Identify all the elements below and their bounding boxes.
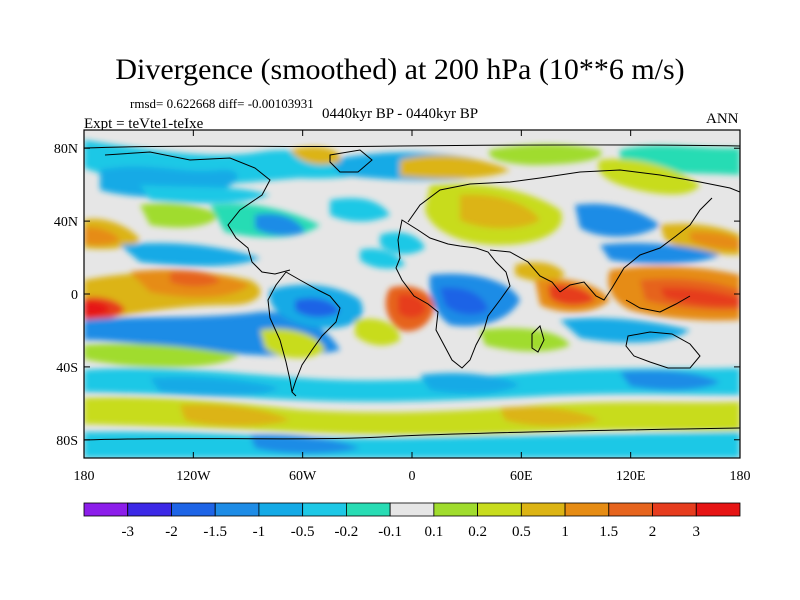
colorbar-label: -1.5 bbox=[203, 524, 227, 540]
colorbar-label: 2 bbox=[649, 524, 657, 540]
colorbar-swatch bbox=[652, 502, 697, 517]
lon-tick-label: 180 bbox=[74, 469, 95, 484]
colorbar-label: 0.5 bbox=[512, 524, 531, 540]
lon-tick-label: 0 bbox=[409, 469, 416, 484]
experiment-label: Expt = teVte1-teIxe bbox=[84, 116, 204, 132]
colorbar-swatch bbox=[345, 502, 391, 517]
lon-tick-label: 60W bbox=[289, 469, 317, 484]
colorbar-swatch bbox=[520, 502, 566, 517]
colorbar-label: -3 bbox=[121, 524, 134, 540]
lon-tick-label: 180 bbox=[730, 469, 751, 484]
colorbar-label: 0.1 bbox=[424, 524, 443, 540]
latitude-axis: 80N 40N 0 40S 80S bbox=[54, 142, 740, 449]
colorbar-label: -0.2 bbox=[335, 524, 359, 540]
colorbar-swatch bbox=[171, 502, 216, 517]
colorbar-swatch bbox=[433, 502, 479, 517]
lat-tick-label: 80N bbox=[54, 142, 78, 157]
lat-tick-label: 40N bbox=[54, 215, 78, 230]
lon-tick-label: 120W bbox=[176, 469, 211, 484]
colorbar-swatch bbox=[83, 502, 129, 517]
colorbar-label: 0.2 bbox=[468, 524, 487, 540]
map-title: Divergence (smoothed) at 200 hPa (10**6 … bbox=[115, 53, 685, 86]
colorbar-swatch bbox=[258, 502, 304, 517]
lon-tick-label: 120E bbox=[616, 469, 646, 484]
colorbar-swatch bbox=[564, 502, 610, 517]
lat-tick-label: 40S bbox=[56, 361, 78, 376]
longitude-axis: 180 120W 60W 0 60E 120E 180 bbox=[74, 130, 751, 484]
lat-tick-label: 0 bbox=[71, 288, 78, 303]
time-period-label: 0440kyr BP - 0440kyr BP bbox=[322, 106, 479, 122]
season-label: ANN bbox=[706, 111, 739, 127]
colorbar-swatch bbox=[302, 502, 347, 517]
lat-tick-label: 80S bbox=[56, 434, 78, 449]
colorbar-swatch bbox=[389, 502, 435, 517]
colorbar-label: -2 bbox=[165, 524, 178, 540]
colorbar-label: 1.5 bbox=[599, 524, 618, 540]
coastlines bbox=[84, 144, 740, 441]
colorbar-label: -1 bbox=[253, 524, 266, 540]
lon-tick-label: 60E bbox=[510, 469, 533, 484]
colorbar-label: -0.5 bbox=[291, 524, 315, 540]
rmsd-diff-stats: rmsd= 0.622668 diff= -0.00103931 bbox=[130, 96, 314, 111]
colorbar-label: 3 bbox=[693, 524, 701, 540]
colorbar-swatch bbox=[127, 502, 172, 517]
colorbar-swatch bbox=[695, 502, 741, 517]
colorbar-swatch bbox=[608, 502, 653, 517]
colorbar-label: 1 bbox=[561, 524, 569, 540]
divergence-field bbox=[84, 130, 740, 458]
colorbar-swatch bbox=[214, 502, 260, 517]
colorbar-swatch bbox=[477, 502, 522, 517]
colorbar-label: -0.1 bbox=[378, 524, 402, 540]
